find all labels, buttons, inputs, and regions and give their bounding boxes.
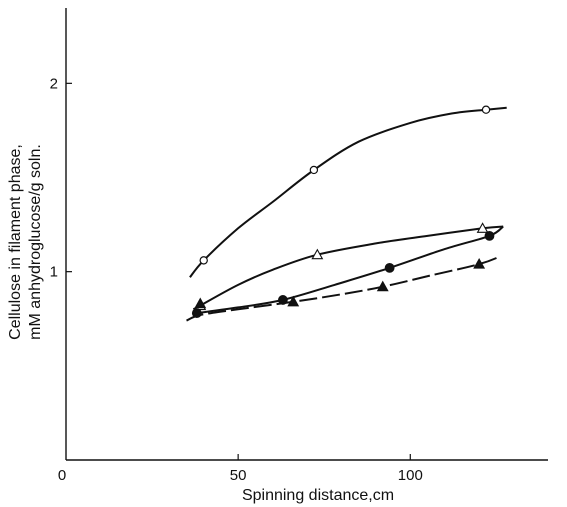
series-2-point — [476, 222, 489, 233]
y-axis-title-line-2: mM anhydroglucose/g soln. — [27, 144, 44, 340]
series-4-point — [287, 295, 300, 307]
series-1-point — [309, 165, 319, 175]
series-4-line — [186, 255, 501, 322]
series-3-point — [484, 230, 495, 241]
y-tick-label: 2 — [50, 75, 58, 92]
series-3-line — [196, 225, 504, 315]
y-axis-title-line-1: Cellulose in filament phase, — [7, 144, 24, 340]
axes — [65, 8, 548, 461]
ticks: 0 50 100 1 2 — [50, 75, 423, 484]
series-1-point — [481, 105, 491, 114]
series-1-line — [189, 106, 507, 278]
series-2-line — [192, 225, 504, 311]
series-1-point — [199, 256, 208, 265]
series-4-point — [473, 258, 486, 269]
y-tick-label: 1 — [50, 264, 58, 281]
series-4-point — [194, 297, 207, 309]
series-2-point — [311, 248, 324, 260]
x-tick-label: 50 — [230, 467, 247, 484]
series-layer — [186, 105, 507, 322]
x-tick-label: 0 — [58, 467, 66, 484]
x-tick-label: 100 — [398, 467, 423, 484]
x-axis-title: Spinning distance,cm — [242, 487, 394, 504]
series-3-point — [384, 263, 395, 273]
series-4-point — [376, 280, 389, 292]
